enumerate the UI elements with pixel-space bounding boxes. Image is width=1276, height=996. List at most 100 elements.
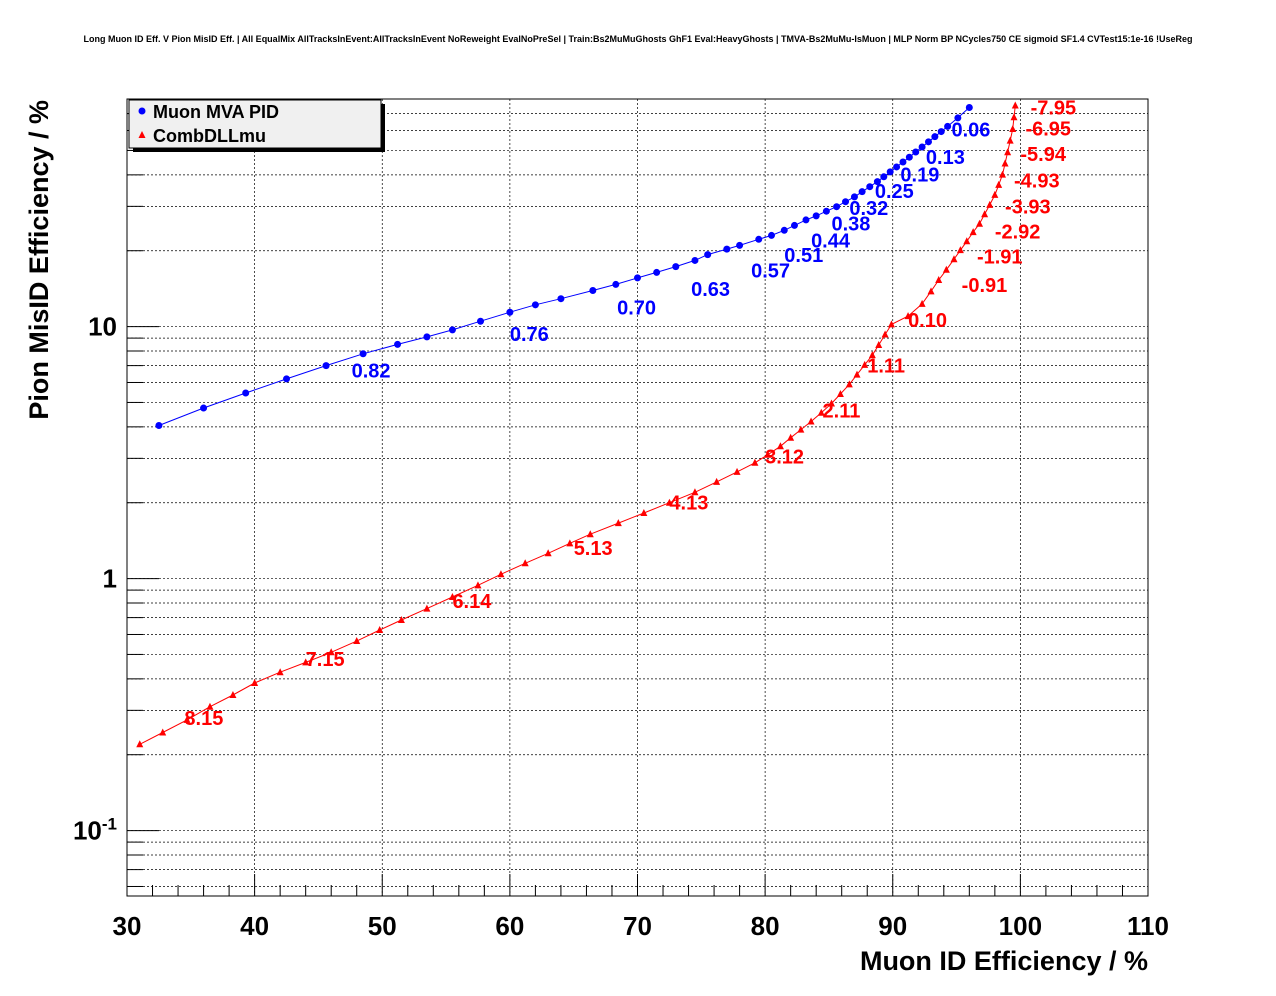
- data-point-combdllmu: [376, 626, 384, 634]
- data-point-combdllmu: [787, 433, 795, 441]
- data-label-muon-mva: 0.25: [875, 181, 914, 203]
- data-point-muon-mva: [954, 114, 962, 122]
- data-point-combdllmu: [836, 390, 844, 398]
- data-point-combdllmu: [976, 219, 984, 227]
- data-point-combdllmu: [956, 246, 964, 254]
- data-label-combdllmu: 7.15: [306, 649, 345, 671]
- data-point-combdllmu: [827, 399, 835, 407]
- grid: [127, 98, 1148, 896]
- data-point-muon-mva: [822, 207, 830, 215]
- data-label-muon-mva: 0.06: [951, 120, 990, 142]
- data-point-muon-mva: [833, 203, 841, 211]
- data-point-combdllmu: [733, 467, 741, 475]
- data-point-combdllmu: [474, 581, 482, 589]
- x-tick-label: 80: [751, 911, 780, 941]
- data-point-combdllmu: [764, 450, 772, 458]
- x-tick-label: 40: [240, 911, 269, 941]
- data-point-muon-mva: [931, 133, 939, 141]
- data-label-combdllmu: -3.93: [1005, 196, 1051, 218]
- data-label-combdllmu: 8.15: [184, 708, 223, 730]
- data-point-muon-mva: [873, 178, 881, 186]
- data-point-muon-mva: [912, 148, 920, 156]
- data-point-muon-mva: [723, 245, 731, 253]
- data-label-muon-mva: 0.76: [510, 324, 549, 346]
- y-tick-label: 1: [103, 564, 117, 594]
- data-point-combdllmu: [1001, 159, 1009, 167]
- data-point-muon-mva: [736, 241, 744, 249]
- data-point-muon-mva: [924, 138, 932, 146]
- data-label-combdllmu: 1.11: [867, 356, 905, 378]
- data-point-combdllmu: [640, 509, 648, 517]
- data-point-combdllmu: [448, 593, 456, 601]
- data-point-combdllmu: [969, 228, 977, 236]
- data-point-combdllmu: [159, 728, 167, 736]
- data-point-muon-mva: [965, 104, 973, 112]
- data-point-muon-mva: [423, 333, 431, 341]
- series-line-muon-mva: [158, 107, 970, 426]
- data-point-combdllmu: [353, 637, 361, 645]
- x-tick-label: 50: [368, 911, 397, 941]
- data-point-muon-mva: [880, 173, 888, 181]
- data-point-combdllmu: [397, 615, 405, 623]
- data-point-combdllmu: [665, 498, 673, 506]
- data-point-combdllmu: [183, 715, 191, 723]
- data-point-muon-mva: [394, 340, 402, 348]
- data-label-muon-mva: 0.13: [926, 147, 965, 169]
- data-label-combdllmu: 0.10: [908, 310, 947, 332]
- data-point-muon-mva: [893, 163, 901, 171]
- data-point-combdllmu: [1006, 136, 1014, 144]
- data-point-combdllmu: [861, 360, 869, 368]
- data-point-muon-mva: [448, 326, 456, 334]
- y-axis-title: Pion MisID Efficiency / %: [24, 100, 54, 420]
- data-point-combdllmu: [614, 519, 622, 527]
- data-label-combdllmu: -5.94: [1020, 144, 1066, 166]
- y-tick-label: 10: [88, 312, 117, 342]
- data-label-muon-mva: 0.19: [900, 164, 939, 186]
- data-point-combdllmu: [1004, 148, 1012, 156]
- data-label-muon-mva: 0.70: [617, 298, 656, 320]
- data-point-combdllmu: [276, 668, 284, 676]
- data-point-combdllmu: [206, 702, 214, 710]
- data-point-combdllmu: [942, 265, 950, 273]
- data-point-muon-mva: [780, 226, 788, 234]
- data-point-combdllmu: [423, 604, 431, 612]
- data-point-muon-mva: [589, 287, 597, 295]
- data-label-muon-mva: 0.82: [352, 360, 391, 382]
- data-point-combdllmu: [1009, 125, 1017, 133]
- data-point-combdllmu: [751, 458, 759, 466]
- data-label-combdllmu: -6.95: [1025, 119, 1071, 141]
- series: [136, 101, 1019, 748]
- data-point-combdllmu: [586, 530, 594, 538]
- data-point-muon-mva: [653, 268, 661, 276]
- data-point-combdllmu: [963, 237, 971, 245]
- data-point-combdllmu: [875, 341, 883, 349]
- data-point-muon-mva: [477, 317, 485, 325]
- data-point-muon-mva: [283, 375, 291, 383]
- data-point-muon-mva: [918, 143, 926, 151]
- data-point-muon-mva: [768, 231, 776, 239]
- data-point-combdllmu: [995, 180, 1003, 188]
- x-tick-label: 100: [999, 911, 1042, 941]
- x-tick-label: 70: [623, 911, 652, 941]
- data-label-combdllmu: 6.14: [452, 591, 492, 613]
- data-label-muon-mva: 0.32: [849, 198, 888, 220]
- data-point-combdllmu: [807, 417, 815, 425]
- x-tick-label: 90: [878, 911, 907, 941]
- data-label-combdllmu: -1.91: [977, 246, 1023, 268]
- data-point-combdllmu: [497, 570, 505, 578]
- data-point-muon-mva: [842, 198, 850, 206]
- data-point-combdllmu: [691, 488, 699, 496]
- x-axis-tick-labels: 30 40 50 60 70 80 90 100 110: [113, 911, 1169, 941]
- x-tick-label: 110: [1127, 911, 1169, 941]
- data-point-muon-mva: [200, 404, 208, 412]
- data-point-muon-mva: [905, 153, 913, 161]
- data-point-combdllmu: [887, 320, 895, 328]
- data-point-combdllmu: [251, 679, 259, 687]
- data-point-muon-mva: [322, 362, 330, 370]
- data-point-muon-mva: [802, 216, 810, 224]
- data-point-combdllmu: [302, 658, 310, 666]
- data-point-combdllmu: [999, 170, 1007, 178]
- data-point-combdllmu: [776, 442, 784, 450]
- data-point-muon-mva: [850, 193, 858, 201]
